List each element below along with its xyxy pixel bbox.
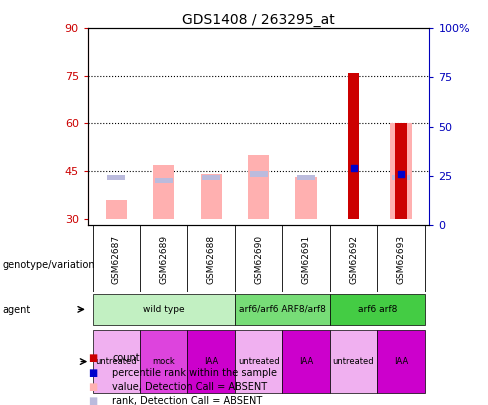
Text: IAA: IAA (299, 357, 313, 366)
Text: untreated: untreated (96, 357, 137, 366)
Text: ■: ■ (88, 396, 97, 405)
Point (397, 171, 405, 177)
Text: rank, Detection Call = ABSENT: rank, Detection Call = ABSENT (112, 396, 263, 405)
Bar (153, 165, 174, 219)
Text: ■: ■ (88, 368, 97, 377)
Bar (330, 294, 425, 324)
Bar (235, 330, 283, 393)
Text: GSM62692: GSM62692 (349, 235, 358, 284)
Text: GSM62689: GSM62689 (159, 235, 168, 284)
Text: untreated: untreated (333, 357, 374, 366)
Bar (140, 330, 187, 393)
Bar (295, 177, 317, 219)
Text: IAA: IAA (394, 357, 408, 366)
Text: count: count (112, 354, 140, 363)
Bar (283, 330, 330, 393)
Text: agent: agent (2, 305, 31, 315)
Text: IAA: IAA (204, 357, 218, 366)
Title: GDS1408 / 263295_at: GDS1408 / 263295_at (182, 13, 335, 27)
Bar (93, 330, 140, 393)
Text: arf6 arf8: arf6 arf8 (358, 305, 397, 314)
Text: GSM62690: GSM62690 (254, 235, 263, 284)
Bar (392, 175, 410, 180)
Text: percentile rank within the sample: percentile rank within the sample (112, 368, 277, 377)
Bar (248, 155, 269, 219)
Bar (330, 330, 377, 393)
Text: genotype/variation: genotype/variation (2, 260, 95, 270)
Bar (235, 294, 330, 324)
Bar (297, 175, 315, 180)
Text: GSM62687: GSM62687 (112, 235, 121, 284)
Bar (107, 175, 125, 180)
Bar (347, 73, 360, 219)
Bar (187, 330, 235, 393)
Bar (105, 200, 127, 219)
Text: GSM62688: GSM62688 (207, 235, 216, 284)
Text: ■: ■ (88, 382, 97, 392)
Text: arf6/arf6 ARF8/arf8: arf6/arf6 ARF8/arf8 (239, 305, 326, 314)
Text: wild type: wild type (143, 305, 184, 314)
Text: value, Detection Call = ABSENT: value, Detection Call = ABSENT (112, 382, 267, 392)
Bar (155, 178, 173, 183)
Bar (249, 171, 268, 177)
Point (349, 164, 357, 171)
Bar (93, 294, 235, 324)
Text: untreated: untreated (238, 357, 280, 366)
Bar (202, 175, 220, 180)
Bar (201, 174, 222, 219)
Text: GSM62693: GSM62693 (396, 235, 406, 284)
Bar (390, 124, 412, 219)
Text: GSM62691: GSM62691 (302, 235, 310, 284)
Bar (395, 124, 407, 219)
Bar (377, 330, 425, 393)
Text: ■: ■ (88, 354, 97, 363)
Text: mock: mock (152, 357, 175, 366)
